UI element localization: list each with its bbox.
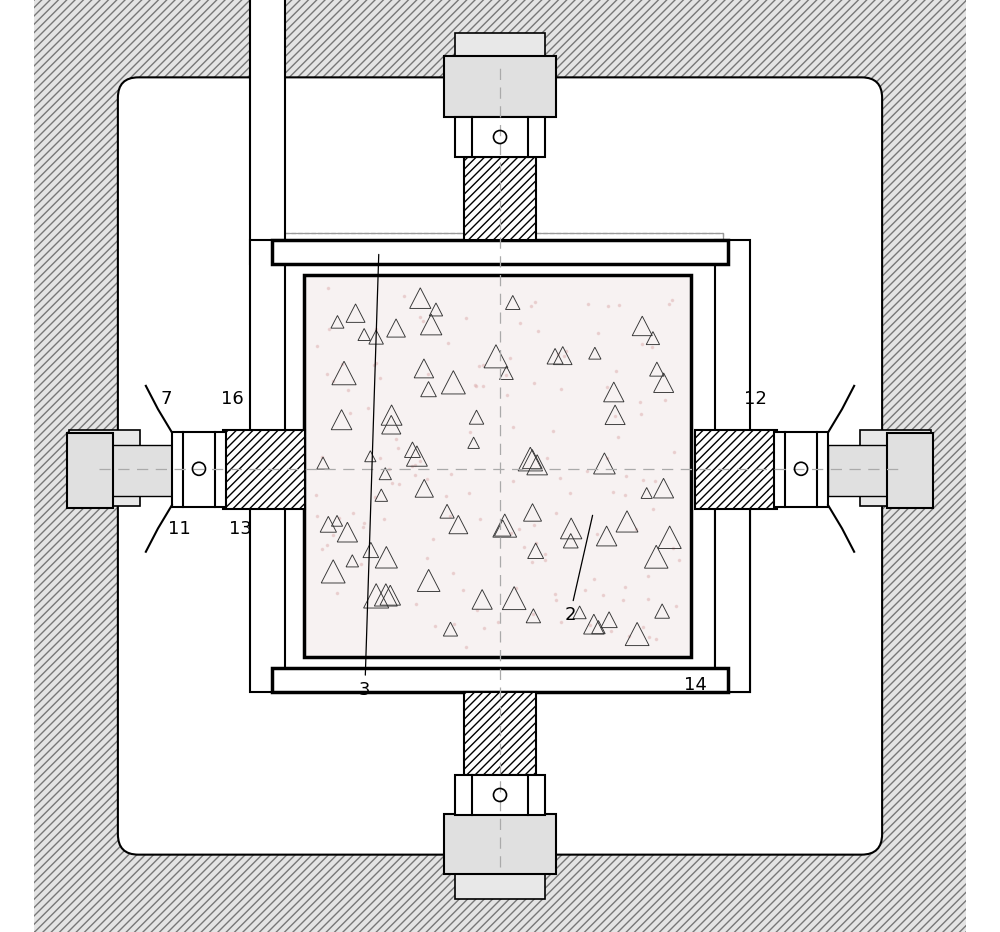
FancyBboxPatch shape <box>118 77 882 855</box>
Bar <box>455 33 545 100</box>
Text: 16: 16 <box>221 390 244 408</box>
Bar <box>464 157 536 240</box>
Text: 2: 2 <box>564 515 593 624</box>
Text: 14: 14 <box>684 676 707 694</box>
Bar <box>444 814 556 874</box>
Bar <box>67 433 113 508</box>
Bar <box>860 430 931 506</box>
Bar <box>455 775 545 815</box>
FancyBboxPatch shape <box>27 0 973 932</box>
Bar <box>715 487 750 692</box>
Bar <box>277 233 723 678</box>
Bar <box>464 692 536 775</box>
Bar <box>250 240 285 692</box>
Bar <box>304 275 691 657</box>
Bar <box>444 56 556 116</box>
Bar <box>250 0 285 264</box>
Bar <box>272 668 728 692</box>
Bar <box>455 117 545 157</box>
Text: 11: 11 <box>168 520 191 539</box>
Bar <box>455 832 545 899</box>
Text: 7: 7 <box>161 390 172 408</box>
Bar <box>828 445 890 496</box>
Bar <box>695 430 777 509</box>
Bar <box>887 433 933 508</box>
Bar <box>774 432 828 507</box>
Text: 12: 12 <box>744 390 767 408</box>
Bar <box>715 240 750 692</box>
Bar <box>172 432 226 507</box>
Text: 3: 3 <box>359 254 379 699</box>
Bar <box>69 430 140 506</box>
Bar <box>223 430 305 509</box>
Bar <box>277 233 723 678</box>
Text: 13: 13 <box>229 520 252 539</box>
Bar <box>110 445 172 496</box>
Bar <box>272 240 728 264</box>
